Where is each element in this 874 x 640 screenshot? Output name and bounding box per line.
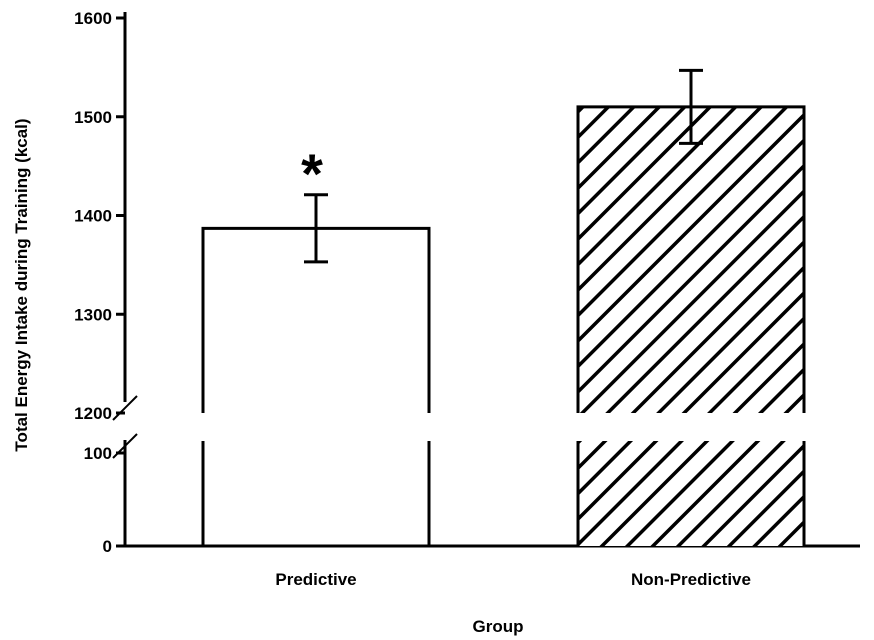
x-axis-title: Group	[473, 617, 524, 636]
y-tick-label: 1500	[74, 108, 112, 127]
y-tick-label: 1300	[74, 305, 112, 324]
plot-area: 0 100 1200 1300 1400 1500 1600 * Predictive Non-P…	[74, 9, 860, 589]
bar-fill-upper	[578, 106, 804, 413]
y-tick-label: 1600	[74, 9, 112, 28]
x-category-label: Predictive	[275, 570, 356, 589]
y-axis-title: Total Energy Intake during Training (kca…	[12, 118, 31, 451]
y-tick-label: 100	[84, 444, 112, 463]
bar-fill-lower	[578, 441, 804, 546]
x-category-label: Non-Predictive	[631, 570, 751, 589]
significance-asterisk: *	[301, 142, 323, 205]
axis-break-mark-upper	[112, 395, 138, 421]
y-tick-label: 1400	[74, 207, 112, 226]
y-tick-label: 1200	[74, 404, 112, 423]
y-tick-label: 0	[103, 537, 112, 556]
